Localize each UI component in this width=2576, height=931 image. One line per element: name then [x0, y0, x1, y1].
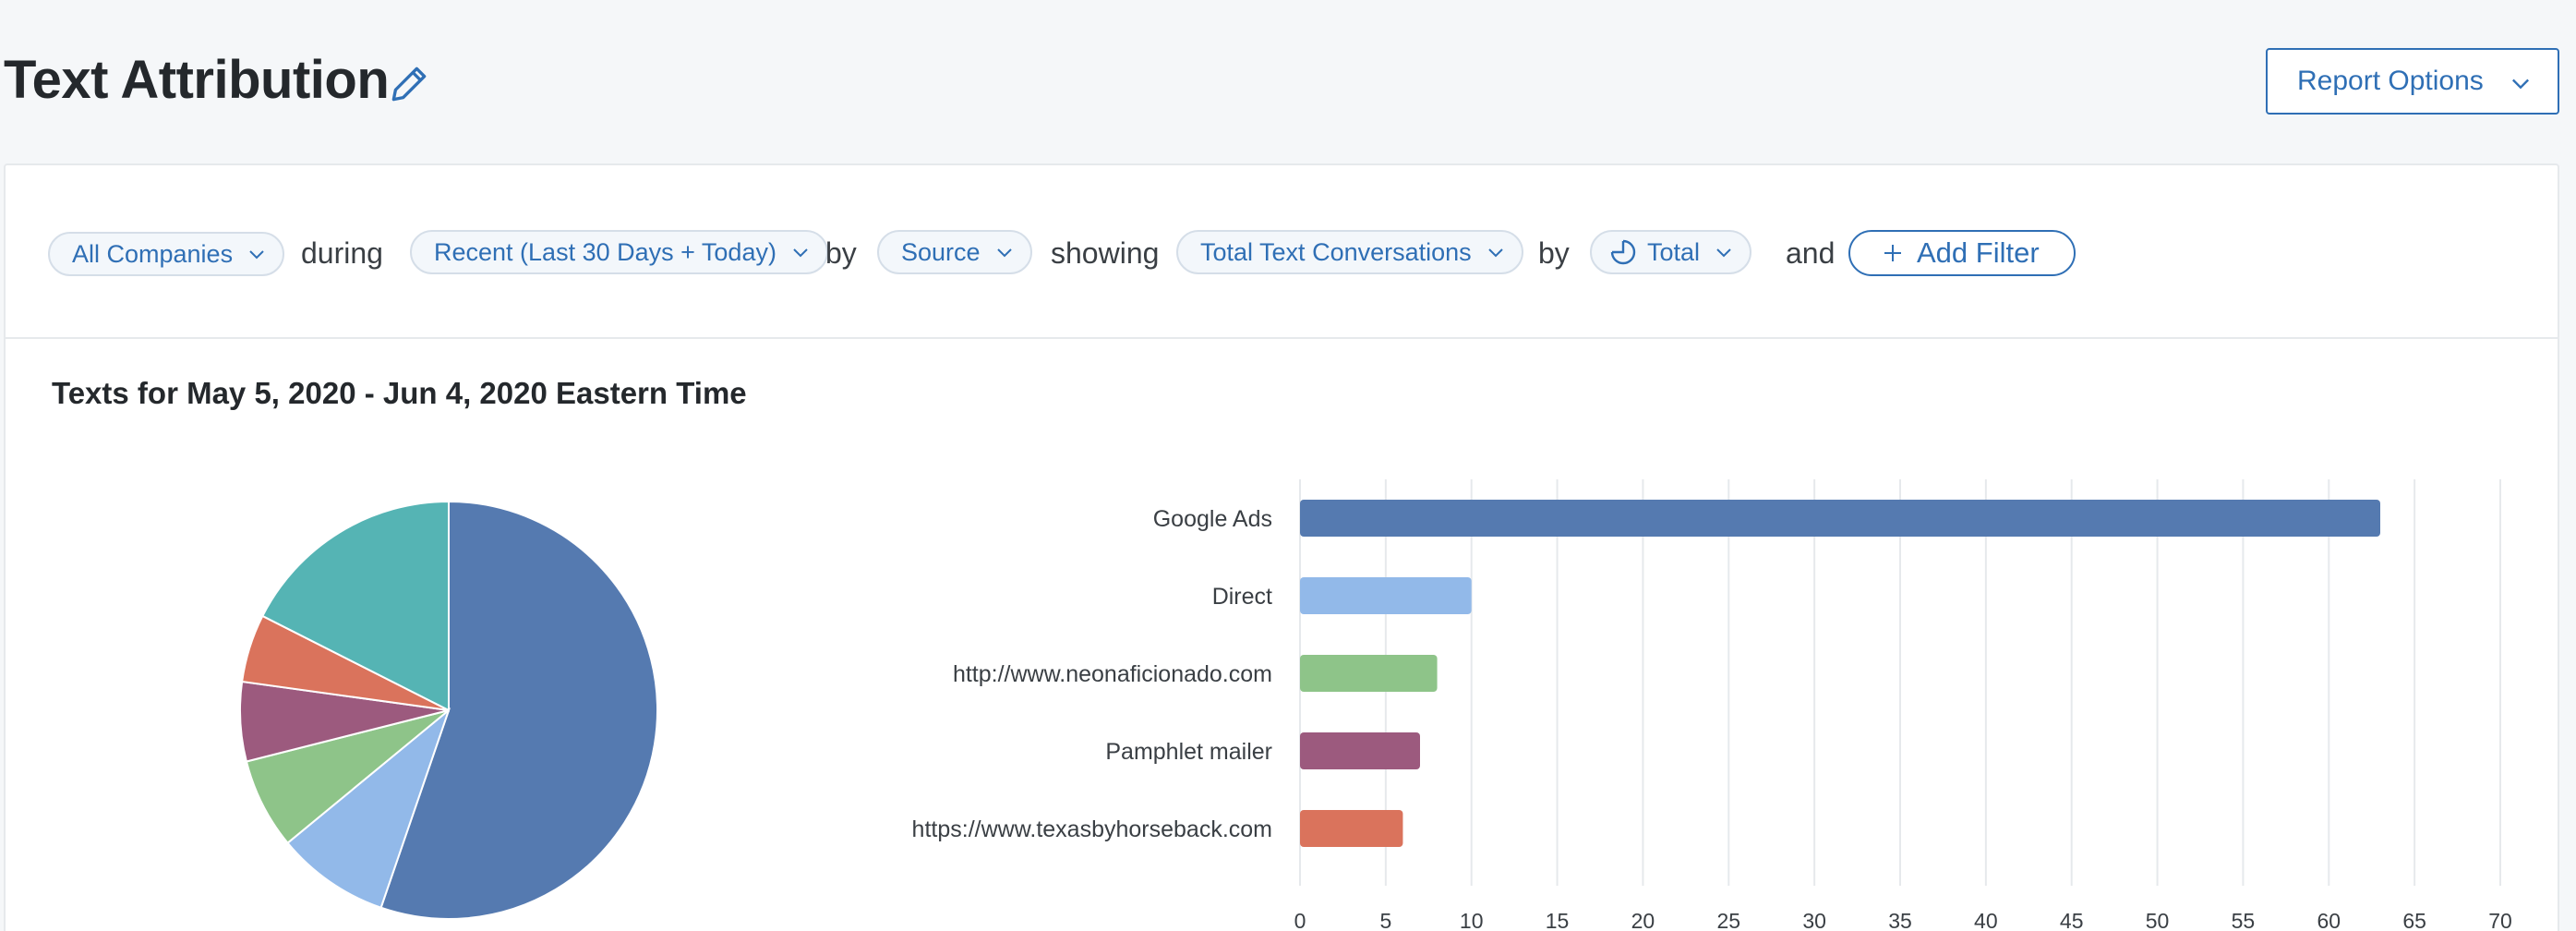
pie-chart-icon: [1610, 239, 1636, 265]
group-by-select[interactable]: Source: [877, 230, 1032, 274]
x-tick-label: 15: [1546, 909, 1570, 931]
category-label: https://www.texasbyhorseback.com: [912, 816, 1272, 842]
pie-chart: [239, 500, 658, 920]
group-by-select-label: Source: [901, 237, 981, 266]
x-tick-label: 50: [2146, 909, 2170, 931]
bar[interactable]: [1300, 810, 1403, 847]
page-header: Text Attribution Report Options: [0, 0, 2576, 163]
x-tick-label: 10: [1460, 909, 1484, 931]
x-tick-label: 30: [1802, 909, 1826, 931]
bar-chart: 0 5 10 15 20 25 30 35 40 45 50 55 60 65 70 Google Ads Di…: [912, 479, 2512, 931]
page-title: Text Attribution: [4, 50, 390, 110]
x-tick-label: 5: [1379, 909, 1391, 931]
bar[interactable]: [1300, 577, 1472, 614]
add-filter-label: Add Filter: [1917, 236, 2040, 269]
x-tick-label: 65: [2402, 909, 2426, 931]
companies-select-label: All Companies: [72, 239, 234, 268]
pie-slice[interactable]: [286, 707, 451, 910]
pencil-edit-icon[interactable]: [386, 61, 432, 107]
x-tick-label: 20: [1631, 909, 1655, 931]
x-tick-label: 0: [1294, 909, 1306, 931]
breakdown-select[interactable]: Total: [1590, 230, 1752, 274]
report-options-label: Report Options: [2297, 66, 2484, 96]
category-label: Direct: [1212, 584, 1272, 610]
during-label: during: [301, 236, 383, 270]
showing-label: showing: [1051, 236, 1160, 270]
bar[interactable]: [1300, 655, 1438, 692]
companies-select[interactable]: All Companies: [48, 232, 285, 276]
chevron-down-icon: [996, 248, 1012, 258]
x-tick-label: 25: [1716, 909, 1740, 931]
metric-select[interactable]: Total Text Conversations: [1176, 230, 1523, 274]
date-range-select-label: Recent (Last 30 Days + Today): [434, 237, 776, 266]
x-tick-label: 45: [2060, 909, 2084, 931]
x-tick-label: 35: [1888, 909, 1912, 931]
chevron-down-icon: [1487, 248, 1503, 258]
report-options-button[interactable]: Report Options: [2266, 48, 2559, 115]
metric-select-label: Total Text Conversations: [1200, 237, 1472, 266]
plus-icon: [1884, 245, 1901, 261]
filter-bar: All Companies during Recent (Last 30 Day…: [6, 165, 2558, 339]
x-tick-label: 55: [2232, 909, 2256, 931]
by-label: by: [1538, 236, 1570, 270]
chevron-down-icon: [249, 250, 264, 260]
bar[interactable]: [1300, 500, 2380, 537]
x-tick-label: 60: [2317, 909, 2341, 931]
date-range-select[interactable]: Recent (Last 30 Days + Today): [410, 230, 828, 274]
x-tick-label: 70: [2488, 909, 2512, 931]
category-label: Google Ads: [1153, 506, 1272, 532]
pie-slice[interactable]: [261, 500, 450, 712]
category-label: http://www.neonaficionado.com: [953, 661, 1272, 687]
category-label: Pamphlet mailer: [1105, 739, 1272, 765]
chevron-down-icon: [2512, 79, 2529, 90]
bar[interactable]: [1300, 732, 1420, 769]
and-label: and: [1786, 236, 1836, 270]
report-card: All Companies during Recent (Last 30 Day…: [4, 163, 2559, 931]
chevron-down-icon: [1716, 248, 1731, 258]
pie-slice[interactable]: [379, 500, 658, 920]
by-label: by: [825, 236, 857, 270]
add-filter-button[interactable]: Add Filter: [1848, 230, 2076, 276]
x-tick-label: 40: [1974, 909, 1998, 931]
chevron-down-icon: [793, 248, 808, 258]
breakdown-select-label: Total: [1647, 237, 1701, 266]
chart-title: Texts for May 5, 2020 - Jun 4, 2020 East…: [52, 376, 747, 410]
